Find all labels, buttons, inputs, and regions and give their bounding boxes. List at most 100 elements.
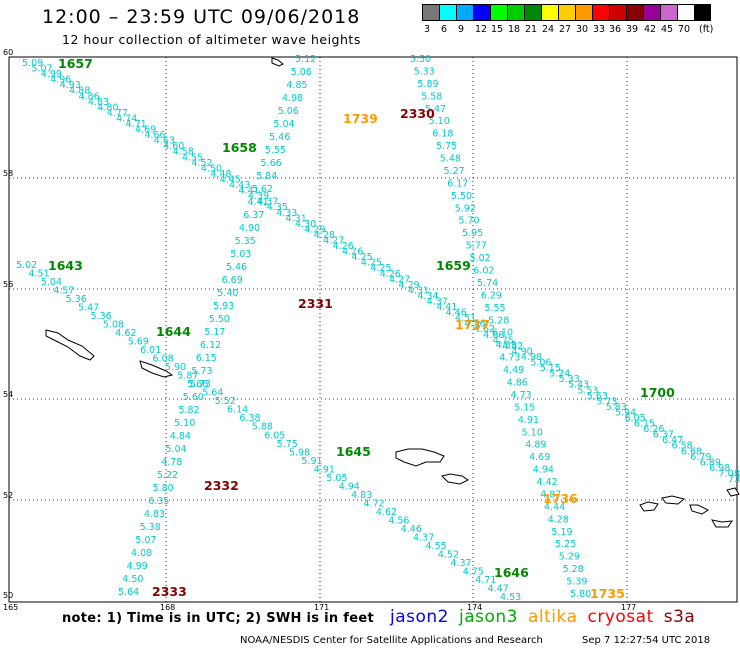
swh-value: 6.15	[634, 419, 655, 430]
island-shape	[639, 501, 659, 512]
swh-value: 6.08	[153, 354, 174, 365]
swh-value: 5.73	[596, 396, 617, 407]
swh-value: 5.64	[202, 388, 223, 399]
pass-time-label: 1658	[222, 140, 257, 155]
swh-value: 5.70	[458, 216, 479, 227]
swh-value: 4.35	[267, 202, 288, 213]
timestamp: Sep 7 12:27:54 UTC 2018	[582, 635, 711, 646]
island-shape	[45, 329, 95, 361]
swh-value: 5.09	[22, 58, 43, 69]
swh-value: 5.50	[209, 314, 230, 325]
swh-value: 5.10	[174, 418, 195, 429]
swh-value: 5.90	[165, 362, 186, 373]
swh-value: 5.91	[301, 456, 322, 467]
swh-value: 4.56	[388, 515, 409, 526]
swh-value: 5.02	[470, 253, 491, 264]
pass-time-label: 2332	[204, 478, 239, 493]
swh-value: 5.03	[230, 249, 251, 260]
legend-swatch	[677, 4, 694, 21]
swh-value: 4.82	[502, 341, 523, 352]
swh-value: 4.27	[323, 236, 344, 247]
swh-value: 4.90	[239, 223, 260, 234]
altimeter-tracks: 5.095.074.994.964.934.884.864.834.804.77…	[16, 54, 740, 603]
swh-value: 6.26	[643, 424, 664, 435]
swh-value: 4.99	[41, 69, 62, 80]
swh-value: 4.30	[295, 219, 316, 230]
credit-text: NOAA/NESDIS Center for Satellite Applica…	[240, 635, 543, 646]
swh-value: 4.62	[115, 328, 136, 339]
swh-value: 6.18	[432, 129, 453, 140]
swh-value: 5.66	[261, 158, 282, 169]
swh-value: 5.36	[66, 294, 87, 305]
swh-value: 5.60	[183, 392, 204, 403]
swh-value: 5.63	[587, 391, 608, 402]
swh-value: 7.02	[728, 474, 740, 485]
swh-value: 4.25	[361, 258, 382, 269]
swh-value: 4.37	[427, 297, 448, 308]
swh-value: 6.37	[653, 430, 674, 441]
legend-swatch	[507, 4, 524, 21]
swh-value: 5.95	[462, 228, 483, 239]
swh-value: 6.37	[243, 210, 264, 221]
swh-value: 4.88	[69, 86, 90, 97]
swh-value: 4.47	[488, 584, 509, 595]
swh-value: 5.75	[436, 141, 457, 152]
swh-value: 4.90	[512, 346, 533, 357]
swh-value: 5.10	[522, 427, 543, 438]
island-shape	[661, 495, 686, 505]
swh-value: 4.46	[401, 524, 422, 535]
swh-value: 4.25	[352, 252, 373, 263]
swh-value: 5.74	[477, 278, 498, 289]
legend-swatch	[609, 4, 626, 21]
swh-value: 5.47	[425, 104, 446, 115]
swh-value: 4.26	[333, 241, 354, 252]
mission-legend: jason2 jason3 altika cryosat s3a	[390, 607, 705, 627]
legend-label: 21	[525, 24, 538, 35]
map-frame	[8, 56, 738, 603]
swh-value: 5.43	[568, 380, 589, 391]
legend-label: 3	[424, 24, 431, 35]
swh-value: 5.40	[217, 288, 238, 299]
swh-value: 5.04	[41, 277, 62, 288]
swh-value: 4.69	[529, 452, 550, 463]
swh-value: 5.24	[549, 369, 570, 380]
swh-value: 6.47	[662, 435, 683, 446]
swh-value: 6.10	[492, 328, 513, 339]
swh-value: 5.55	[265, 145, 286, 156]
swh-value: 4.62	[474, 324, 495, 335]
swh-value: 6.69	[222, 275, 243, 286]
swh-value: 5.12	[295, 54, 316, 65]
lat-label: 56	[3, 280, 13, 289]
swh-value: 5.94	[615, 407, 636, 418]
pass-time-label: 1646	[494, 565, 529, 580]
swh-value: 4.49	[503, 365, 524, 376]
swh-value: 6.12	[200, 340, 221, 351]
swh-value: 5.55	[484, 303, 505, 314]
swh-value: 5.07	[31, 64, 52, 75]
mission-cryosat: cryosat	[587, 607, 654, 627]
swh-value: 4.43	[229, 180, 250, 191]
legend-swatch	[473, 4, 490, 21]
legend-label: 27	[559, 24, 572, 35]
swh-value: 6.29	[481, 290, 502, 301]
swh-value: 5.05	[326, 473, 347, 484]
swh-value: 5.58	[421, 91, 442, 102]
swh-value: 6.17	[447, 178, 468, 189]
swh-value: 4.41	[239, 186, 260, 197]
legend-label: 6	[441, 24, 448, 35]
swh-value: 4.91	[518, 415, 539, 426]
legend-swatch	[592, 4, 609, 21]
swh-value: 5.84	[256, 171, 277, 182]
swh-value: 4.56	[464, 319, 485, 330]
swh-value: 5.50	[451, 191, 472, 202]
legend-label: 42	[644, 24, 657, 35]
swh-value: 5.87	[177, 371, 198, 382]
swh-value: 4.26	[380, 269, 401, 280]
legend-label: 39	[626, 24, 639, 35]
swh-value: 6.35	[148, 496, 169, 507]
swh-value: 5.17	[204, 327, 225, 338]
lon-label: 165	[3, 603, 18, 612]
swh-value: 4.60	[163, 141, 184, 152]
swh-value: 5.02	[16, 260, 37, 271]
